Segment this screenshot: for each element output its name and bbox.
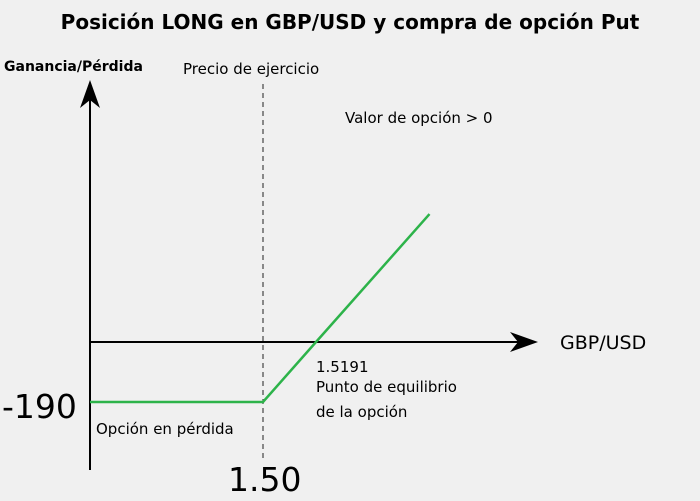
premium-loss-label: -190 [2, 387, 77, 426]
breakeven-caption-line1: Punto de equilibrio [316, 378, 457, 396]
chart-title: Posición LONG en GBP/USD y compra de opc… [61, 10, 640, 34]
profit-zone-label: Valor de opción > 0 [345, 109, 493, 127]
x-axis-arrow [510, 332, 538, 352]
loss-zone-label: Opción en pérdida [96, 420, 234, 438]
y-axis-arrow [80, 80, 100, 108]
x-axis-label: GBP/USD [560, 332, 646, 354]
strike-value-label: 1.50 [228, 460, 301, 499]
breakeven-value-label: 1.5191 [316, 358, 369, 376]
breakeven-caption-line2: de la opción [316, 403, 407, 421]
strike-label: Precio de ejercicio [183, 60, 319, 78]
payoff-line [90, 213, 431, 404]
y-axis-label: Ganancia/Pérdida [4, 59, 143, 75]
